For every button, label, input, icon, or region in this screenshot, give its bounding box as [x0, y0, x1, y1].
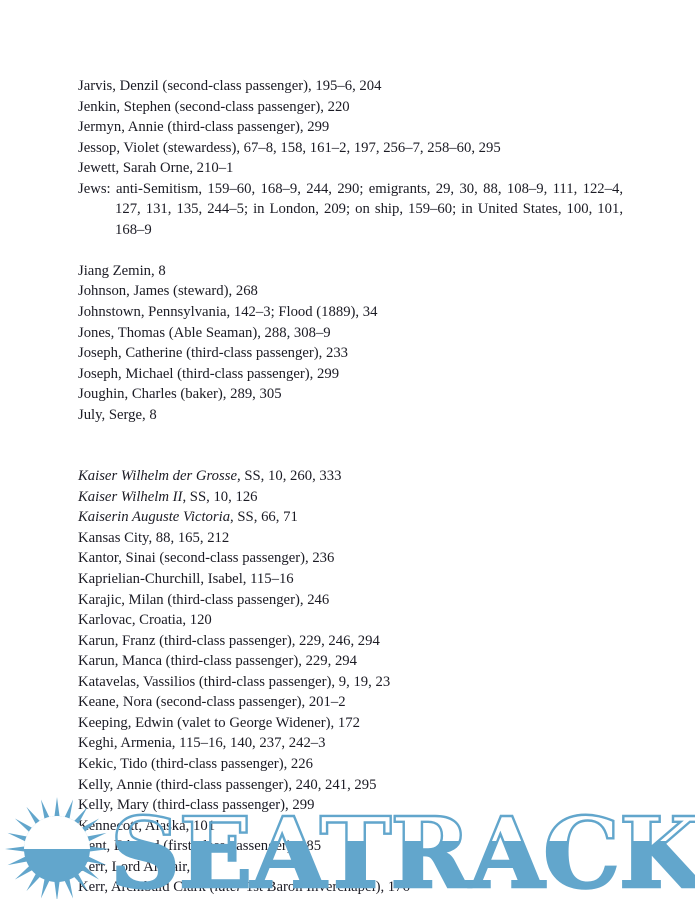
italic-title: Kaiser Wilhelm II — [78, 488, 183, 505]
index-entry-keeping-edwin: Keeping, Edwin (valet to George Widener)… — [78, 714, 360, 731]
index-entry-kelly-mary: Kelly, Mary (third-class passenger), 299 — [78, 797, 315, 814]
index-column: Jarvis, Denzil (second-class passenger),… — [78, 76, 623, 898]
index-entry-kelly-annie: Kelly, Annie (third-class passenger), 24… — [78, 776, 377, 793]
italic-word: later — [214, 879, 243, 896]
italic-title: Kaiser Wilhelm der Grosse — [78, 468, 237, 485]
index-entry-kent-edward: Kent, Edward (first-class passenger), 18… — [78, 838, 322, 855]
index-entry-kekic-tido: Kekic, Tido (third-class passenger), 226 — [78, 755, 313, 772]
index-entry-jermyn-annie: Jermyn, Annie (third-class passenger), 2… — [78, 119, 330, 136]
index-entry-joseph-michael: Joseph, Michael (third-class passenger),… — [78, 365, 340, 382]
index-entry-jews: Jews: anti-Semitism, 159–60, 168–9, 244,… — [78, 180, 623, 238]
index-entry-keghi-armenia: Keghi, Armenia, 115–16, 140, 237, 242–3 — [78, 735, 326, 752]
index-entry-jarvis-denzil: Jarvis, Denzil (second-class passenger),… — [78, 78, 382, 94]
italic-title: Kaiserin Auguste Victoria — [78, 509, 231, 526]
index-entry-joughin-charles: Joughin, Charles (baker), 289, 305 — [78, 386, 282, 403]
index-entry-keane-nora: Keane, Nora (second-class passenger), 20… — [78, 694, 346, 711]
section-gap — [78, 425, 623, 466]
index-entry-jenkin-stephen: Jenkin, Stephen (second-class passenger)… — [78, 98, 350, 115]
index-entry-jiang-zemin: Jiang Zemin, 8 — [78, 262, 166, 279]
index-entry-karajic-milan: Karajic, Milan (third-class passenger), … — [78, 591, 330, 608]
index-entry-johnstown-pennsylvania: Johnstown, Pennsylvania, 142–3; Flood (1… — [78, 304, 378, 321]
index-entry-jewett-sarah-orne: Jewett, Sarah Orne, 210–1 — [78, 160, 234, 177]
index-entry-kaiserin-auguste-victoria: Kaiserin Auguste Victoria, SS, 66, 71 — [78, 509, 298, 526]
index-entry-joseph-catherine: Joseph, Catherine (third-class passenger… — [78, 345, 349, 362]
index-entry-katavelas-vassilios: Katavelas, Vassilios (third-class passen… — [78, 673, 391, 690]
index-entry-kennecott-alaska: Kennecott, Alaska, 101 — [78, 817, 216, 834]
index-entry-kerr-archibald-clark: Kerr, Archibald Clark (later 1st Baron I… — [78, 879, 410, 896]
index-entry-kaiser-wilhelm-der-grosse: Kaiser Wilhelm der Grosse, SS, 10, 260, … — [78, 468, 342, 485]
index-entry-kansas-city: Kansas City, 88, 165, 212 — [78, 529, 230, 546]
index-entry-jones-thomas: Jones, Thomas (Able Seaman), 288, 308–9 — [78, 324, 331, 341]
index-entry-kaprielian-churchill-isabel: Kaprielian-Churchill, Isabel, 115–16 — [78, 571, 294, 588]
index-entry-karun-manca: Karun, Manca (third-class passenger), 22… — [78, 653, 357, 670]
index-entry-karun-franz: Karun, Franz (third-class passenger), 22… — [78, 632, 380, 649]
index-entry-july-serge: July, Serge, 8 — [78, 406, 157, 423]
index-entry-kerr-lord-alistair: Kerr, Lord Alistair, 69 — [78, 858, 209, 875]
index-entry-karlovac-croatia: Karlovac, Croatia, 120 — [78, 612, 212, 629]
index-entry-jessop-violet: Jessop, Violet (stewardess), 67–8, 158, … — [78, 139, 501, 156]
index-entry-johnson-james: Johnson, James (steward), 268 — [78, 283, 258, 300]
index-entry-kaiser-wilhelm-ii: Kaiser Wilhelm II, SS, 10, 126 — [78, 488, 258, 505]
index-entry-kantor-sinai: Kantor, Sinai (second-class passenger), … — [78, 550, 335, 567]
